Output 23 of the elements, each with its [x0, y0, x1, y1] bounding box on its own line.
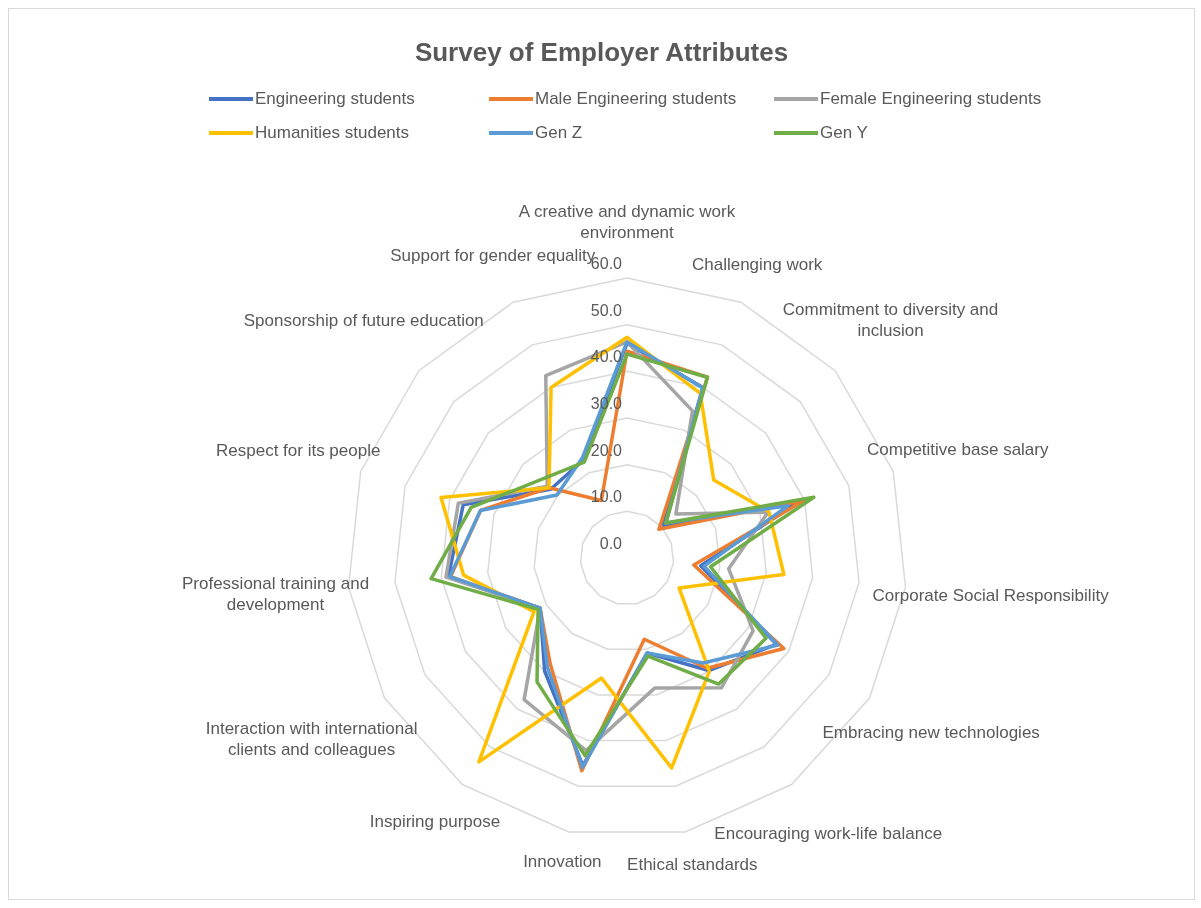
legend-label: Engineering students	[255, 89, 415, 109]
spoke-label: Commitment to diversity and inclusion	[782, 299, 999, 340]
spoke-label: Competitive base salary	[867, 440, 1049, 460]
y-tick-label: 50.0	[590, 301, 623, 319]
spoke-label: Ethical standards	[627, 854, 758, 874]
spoke-label: Encouraging work-life balance	[714, 824, 943, 844]
spoke-label: Respect for its people	[216, 440, 381, 460]
spoke-label: Professional training and development	[181, 573, 370, 614]
spoke-label: Challenging work	[691, 255, 823, 275]
spoke-label: Interaction with international clients and colleagues	[205, 719, 418, 760]
legend-label: Male Engineering students	[535, 89, 737, 109]
legend-label: Female Engineering students	[820, 89, 1042, 109]
spoke-label: Inspiring purpose	[369, 811, 501, 831]
spoke-label: Sponsorship of future education	[243, 310, 484, 330]
chart-title: Survey of Employer Attributes	[413, 37, 790, 68]
legend-label: Humanities students	[255, 123, 410, 143]
spoke-label: Embracing new technologies	[822, 723, 1040, 743]
spoke-label: A creative and dynamic work environment	[518, 202, 736, 242]
spoke-label: Innovation	[523, 851, 602, 871]
legend-label: Gen Y	[820, 123, 868, 143]
legend-label: Gen Z	[535, 123, 583, 143]
spoke-label: Corporate Social Responsibility	[872, 585, 1110, 605]
y-tick-label: 0.0	[599, 535, 623, 552]
